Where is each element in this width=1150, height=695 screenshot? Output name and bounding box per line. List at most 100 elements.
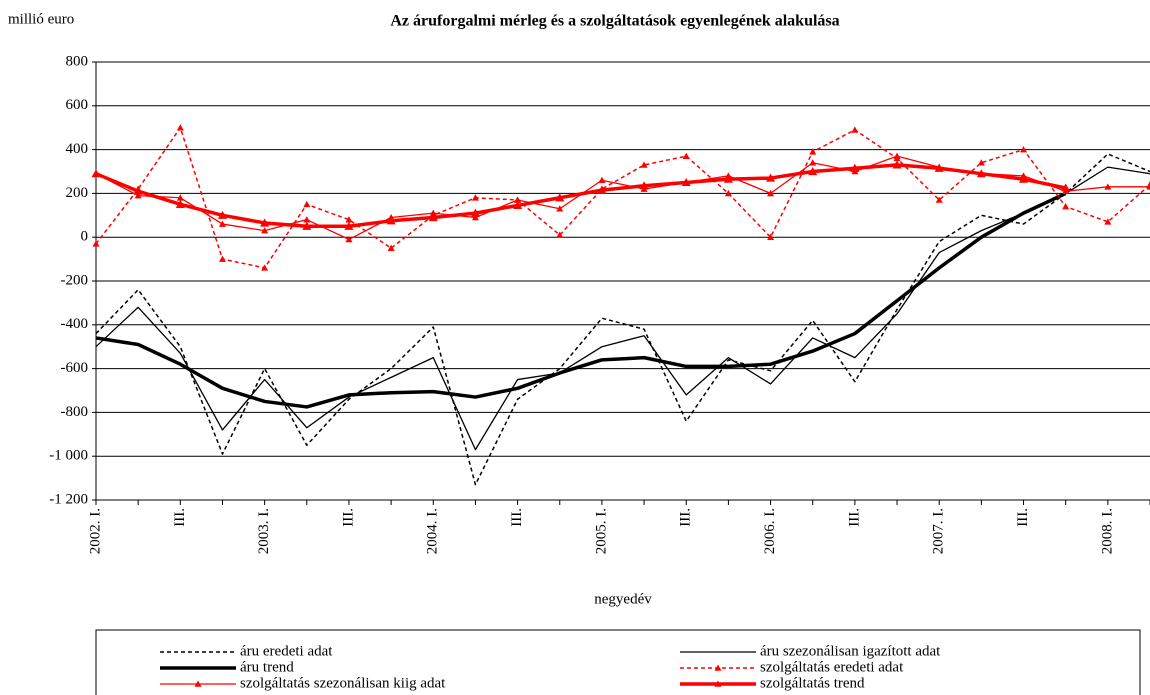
series-marker — [514, 196, 522, 203]
series-line — [95, 191, 1067, 409]
series-marker — [133, 186, 143, 195]
x-tick-label: III. — [678, 508, 694, 527]
series-marker — [935, 196, 943, 203]
series-marker — [934, 163, 944, 172]
x-tick-label: III. — [509, 508, 525, 527]
x-tick-label: 2006. I. — [762, 508, 778, 554]
series-marker — [639, 181, 649, 190]
series-marker — [386, 216, 396, 225]
legend-marker — [714, 664, 722, 671]
series-marker — [808, 167, 818, 176]
series-marker — [345, 216, 353, 223]
series-marker — [892, 160, 902, 169]
y-tick-label: -1 200 — [49, 491, 88, 507]
series-marker — [1019, 174, 1029, 183]
series-marker — [302, 221, 312, 230]
series-marker — [724, 189, 732, 197]
series-line — [95, 166, 1150, 451]
y-tick-label: -600 — [61, 360, 89, 376]
series-marker — [1062, 203, 1070, 210]
y-axis-label: millió euro — [8, 11, 74, 27]
y-tick-label: 0 — [81, 229, 89, 245]
y-tick-label: 600 — [66, 97, 89, 113]
y-tick-label: 200 — [66, 185, 89, 201]
series-marker — [851, 126, 859, 133]
legend-box — [95, 629, 1141, 695]
series-marker — [893, 152, 901, 159]
y-tick-label: -200 — [61, 272, 89, 288]
x-tick-label: III. — [1015, 508, 1031, 527]
series-marker — [218, 220, 226, 227]
y-tick-label: -800 — [61, 404, 89, 420]
series-marker — [217, 210, 227, 219]
series-marker — [345, 235, 353, 243]
series-marker — [1061, 183, 1071, 192]
series-marker — [767, 189, 775, 197]
legend-label: szolgáltatás szezonálisan kiig adat — [240, 675, 446, 691]
series-marker — [682, 152, 690, 159]
x-tick-label: 2005. I. — [593, 508, 609, 554]
x-tick-label: III. — [172, 508, 188, 527]
series-marker — [723, 174, 733, 183]
series-marker — [1104, 183, 1112, 190]
chart-title: Az áruforgalmi mérleg és a szolgáltatáso… — [390, 13, 839, 30]
series-marker — [134, 192, 142, 199]
series-marker — [640, 161, 648, 168]
series-marker — [176, 124, 184, 131]
series-marker — [92, 240, 100, 247]
x-tick-label: 2002. I. — [87, 508, 103, 554]
series-marker — [809, 148, 817, 155]
series-marker — [218, 255, 226, 262]
series-marker — [767, 233, 775, 240]
series-marker — [429, 209, 437, 216]
x-tick-label: 2007. I. — [931, 508, 947, 554]
series-marker — [1146, 183, 1150, 190]
series-marker — [471, 194, 479, 201]
x-tick-label: 2004. I. — [425, 508, 441, 554]
series-marker — [766, 173, 776, 182]
legend-label: áru trend — [240, 659, 294, 675]
series-marker — [555, 193, 565, 202]
x-tick-label: 2003. I. — [256, 508, 272, 554]
series-marker — [513, 200, 523, 210]
series-marker — [1020, 146, 1028, 153]
x-tick-label: III. — [846, 508, 862, 527]
series-marker — [303, 216, 311, 223]
legend-label: áru szezonálisan igazított adat — [760, 643, 941, 659]
series-marker — [681, 177, 691, 187]
series-marker — [470, 208, 480, 217]
series-marker — [261, 264, 269, 271]
y-tick-label: -1 000 — [49, 448, 88, 464]
series-marker — [428, 212, 438, 222]
series-marker — [344, 221, 354, 230]
y-tick-label: 400 — [66, 141, 89, 157]
series-marker — [556, 205, 564, 212]
y-tick-label: 800 — [66, 53, 89, 69]
legend-label: áru eredeti adat — [240, 643, 333, 659]
legend-label: szolgáltatás trend — [760, 675, 865, 691]
series-marker — [91, 169, 101, 178]
series-marker — [977, 159, 985, 166]
x-tick-label: III. — [340, 508, 356, 527]
series-marker — [176, 194, 184, 201]
legend-marker — [194, 680, 202, 687]
series-marker — [260, 218, 270, 227]
series-line — [95, 153, 1150, 486]
series-marker — [850, 163, 860, 172]
series-marker — [303, 200, 311, 208]
series-line — [95, 126, 1150, 269]
series-marker — [809, 159, 817, 166]
legend-label: szolgáltatás eredeti adat — [760, 659, 904, 675]
series-marker — [1104, 218, 1112, 225]
series-line — [95, 163, 1067, 228]
series-marker — [387, 244, 395, 251]
series-marker — [976, 169, 986, 178]
y-tick-label: -400 — [61, 316, 89, 332]
series-marker — [556, 231, 564, 238]
legend-marker — [714, 680, 722, 687]
x-tick-label: 2008. I. — [1099, 508, 1115, 554]
series-marker — [598, 176, 606, 184]
series-marker — [261, 227, 269, 234]
x-axis-label: negyedév — [594, 591, 652, 607]
